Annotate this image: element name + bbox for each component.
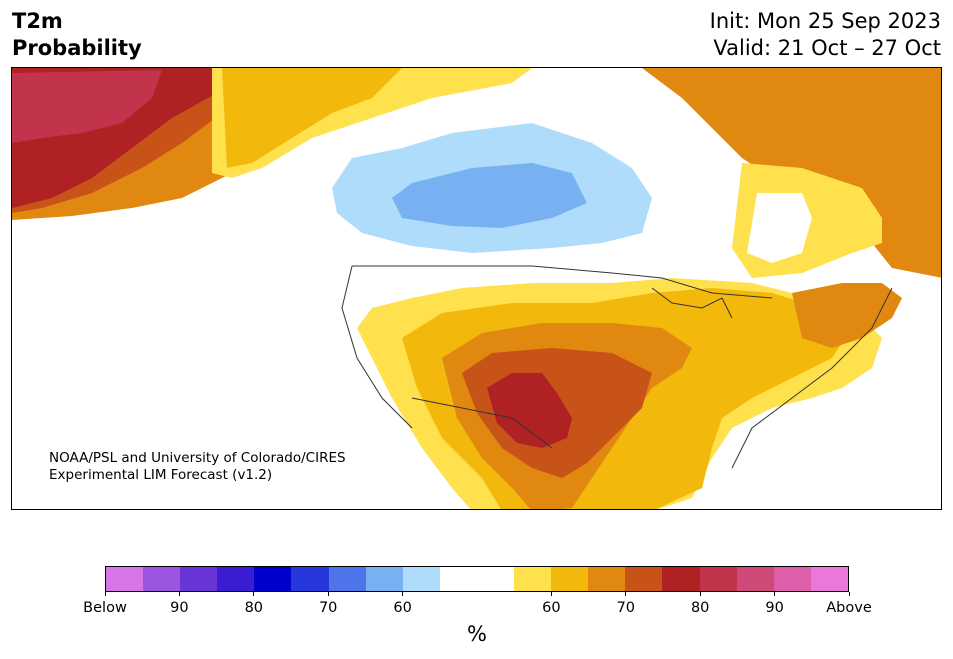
- canada-us-border: [352, 265, 773, 299]
- colorbar-tick-mark: [104, 592, 106, 596]
- colorbar-swatch: [773, 567, 811, 591]
- colorbar-tick-mark: [848, 592, 850, 596]
- central-canada-cold: [392, 163, 587, 228]
- colorbar-swatch: [625, 567, 663, 591]
- colorbar-tick-label: Below: [83, 600, 127, 616]
- colorbar-swatch: [365, 567, 403, 591]
- us-west-coast: [341, 265, 413, 429]
- colorbar: [105, 566, 849, 592]
- canada-east-white: [747, 193, 812, 263]
- credit-line-2: Experimental LIM Forecast (v1.2): [49, 467, 273, 483]
- colorbar-swatch: [254, 567, 292, 591]
- colorbar-swatch: [439, 567, 477, 591]
- colorbar-swatch: [810, 567, 848, 591]
- colorbar-tick-label: 80: [690, 600, 710, 616]
- colorbar-tick-mark: [178, 592, 180, 596]
- colorbar-swatch: [551, 567, 589, 591]
- credit-line-1: NOAA/PSL and University of Colorado/CIRE…: [49, 450, 346, 466]
- colorbar-tick-label: 80: [244, 600, 264, 616]
- map-credit: NOAA/PSL and University of Colorado/CIRE…: [49, 450, 346, 484]
- valid-dates: Valid: 21 Oct – 27 Oct: [713, 36, 941, 60]
- colorbar-swatch: [217, 567, 255, 591]
- colorbar-tick-label: Above: [826, 600, 872, 616]
- alaska-warm-top: [12, 70, 162, 143]
- us-east-coast: [731, 287, 893, 469]
- colorbar-swatch: [588, 567, 626, 591]
- colorbar-swatch: [736, 567, 774, 591]
- colorbar-swatch: [476, 567, 515, 591]
- colorbar-tick-mark: [625, 592, 627, 596]
- colorbar-unit: %: [467, 622, 487, 646]
- colorbar-tick-label: 90: [170, 600, 189, 616]
- map-title: T2m Probability: [12, 8, 142, 62]
- probability-map: [11, 67, 942, 510]
- colorbar-swatch: [514, 567, 552, 591]
- colorbar-tick-label: 70: [616, 600, 636, 616]
- colorbar-swatch: [662, 567, 700, 591]
- texas-peak-zone: [487, 373, 572, 448]
- map-canvas: [12, 68, 941, 509]
- colorbar-swatch: [180, 567, 218, 591]
- colorbar-swatch: [699, 567, 737, 591]
- colorbar-swatch: [106, 567, 144, 591]
- colorbar-swatch: [291, 567, 329, 591]
- us-mexico-border: [411, 397, 553, 449]
- colorbar-tick-label: 70: [318, 600, 338, 616]
- colorbar-tick-label: 60: [542, 600, 561, 616]
- title-line-probability: Probability: [12, 36, 142, 60]
- colorbar-tick-label: 90: [765, 600, 784, 616]
- colorbar-swatch: [328, 567, 366, 591]
- title-line-variable: T2m: [12, 9, 63, 33]
- colorbar-tick-mark: [253, 592, 255, 596]
- colorbar-tick-mark: [327, 592, 329, 596]
- colorbar-swatch: [143, 567, 181, 591]
- colorbar-tick-mark: [699, 592, 701, 596]
- great-lakes: [651, 287, 733, 319]
- colorbar-tick-mark: [550, 592, 552, 596]
- colorbar-tick-mark: [402, 592, 404, 596]
- colorbar-swatch: [402, 567, 440, 591]
- init-date: Init: Mon 25 Sep 2023: [709, 9, 941, 33]
- canada-west-orange: [222, 68, 402, 168]
- forecast-dates: Init: Mon 25 Sep 2023 Valid: 21 Oct – 27…: [710, 8, 941, 62]
- colorbar-tick-mark: [774, 592, 776, 596]
- northeast-us-orange: [792, 283, 902, 348]
- colorbar-tick-label: 60: [393, 600, 412, 616]
